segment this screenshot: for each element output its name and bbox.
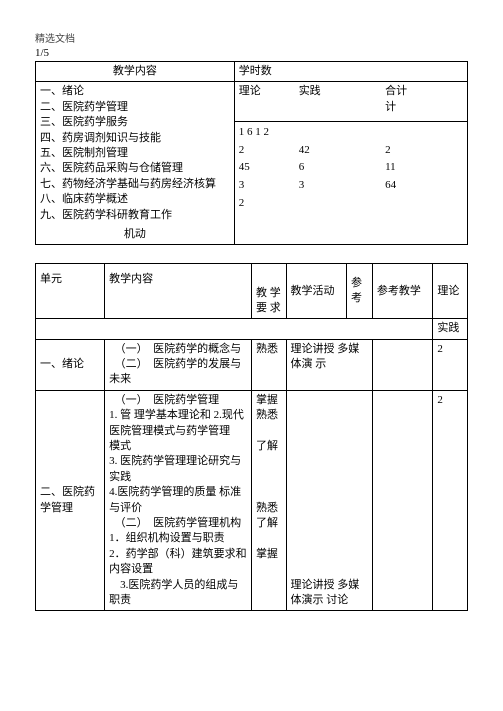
t2-r2-unit: 二、医院药学管理 [36, 390, 105, 610]
page-indicator: 1/5 [35, 47, 468, 59]
t2-h-unit: 单元 [36, 264, 105, 319]
t2-r1-content: （一） 医院药学的概念与 （二） 医院药学的发展与未来 [105, 339, 252, 390]
t2-h-theory: 理论 [433, 264, 468, 319]
t2-h-content: 教学内容 [105, 264, 252, 319]
t1-sub-total: 合计计 [381, 82, 467, 122]
t2-r1-req: 熟悉 [252, 339, 287, 390]
t2-r1-unit: 一、绪论 [36, 339, 105, 390]
t2-r2-req: 掌握 熟悉 了解 熟悉 了解 掌握 [252, 390, 287, 610]
t1-practice-vals: 42 6 3 [295, 122, 381, 225]
t2-r2-activity: 理论讲授 多媒体演示 讨论 [286, 390, 372, 610]
t2-r2-content: （一） 医院药学管理 1. 管 理学基本理论和 2.现代 医院管理模式与药学管理… [105, 390, 252, 610]
t1-head-content: 教学内容 [36, 62, 235, 82]
t2-h-activity: 教学活动 [286, 264, 346, 319]
t2-h-practice: 实践 [433, 319, 468, 339]
t1-footer: 机动 [36, 225, 235, 245]
t2-r1-theory: 2 [433, 339, 468, 390]
t1-sub-practice: 实践 [295, 82, 381, 122]
t1-theory-vals: 1 6 1 2 2 45 3 2 [234, 122, 294, 225]
t1-rows: 一、绪论 二、医院药学管理 三、医院药学服务 四、药房调剂知识与技能 五、医院制… [36, 82, 235, 225]
doc-label: 精选文档 [35, 30, 468, 45]
table-teaching-hours: 教学内容 学时数 一、绪论 二、医院药学管理 三、医院药学服务 四、药房调剂知识… [35, 61, 468, 245]
t1-sub-theory: 理论 [234, 82, 294, 122]
t1-head-hours: 学时数 [234, 62, 467, 82]
t2-h-ref: 参考 [347, 264, 373, 319]
t1-total-vals: 2 11 64 [381, 122, 467, 225]
t2-r1-activity: 理论讲授 多媒体演 示 [286, 339, 372, 390]
t2-h-req: 教 学要 求 [252, 264, 287, 319]
table-syllabus: 单元 教学内容 教 学要 求 教学活动 参考 参考教学 理论 实践 一、绪论 （… [35, 263, 468, 611]
t2-h-ref-teach: 参考教学 [372, 264, 432, 319]
t2-r2-theory: 2 [433, 390, 468, 610]
